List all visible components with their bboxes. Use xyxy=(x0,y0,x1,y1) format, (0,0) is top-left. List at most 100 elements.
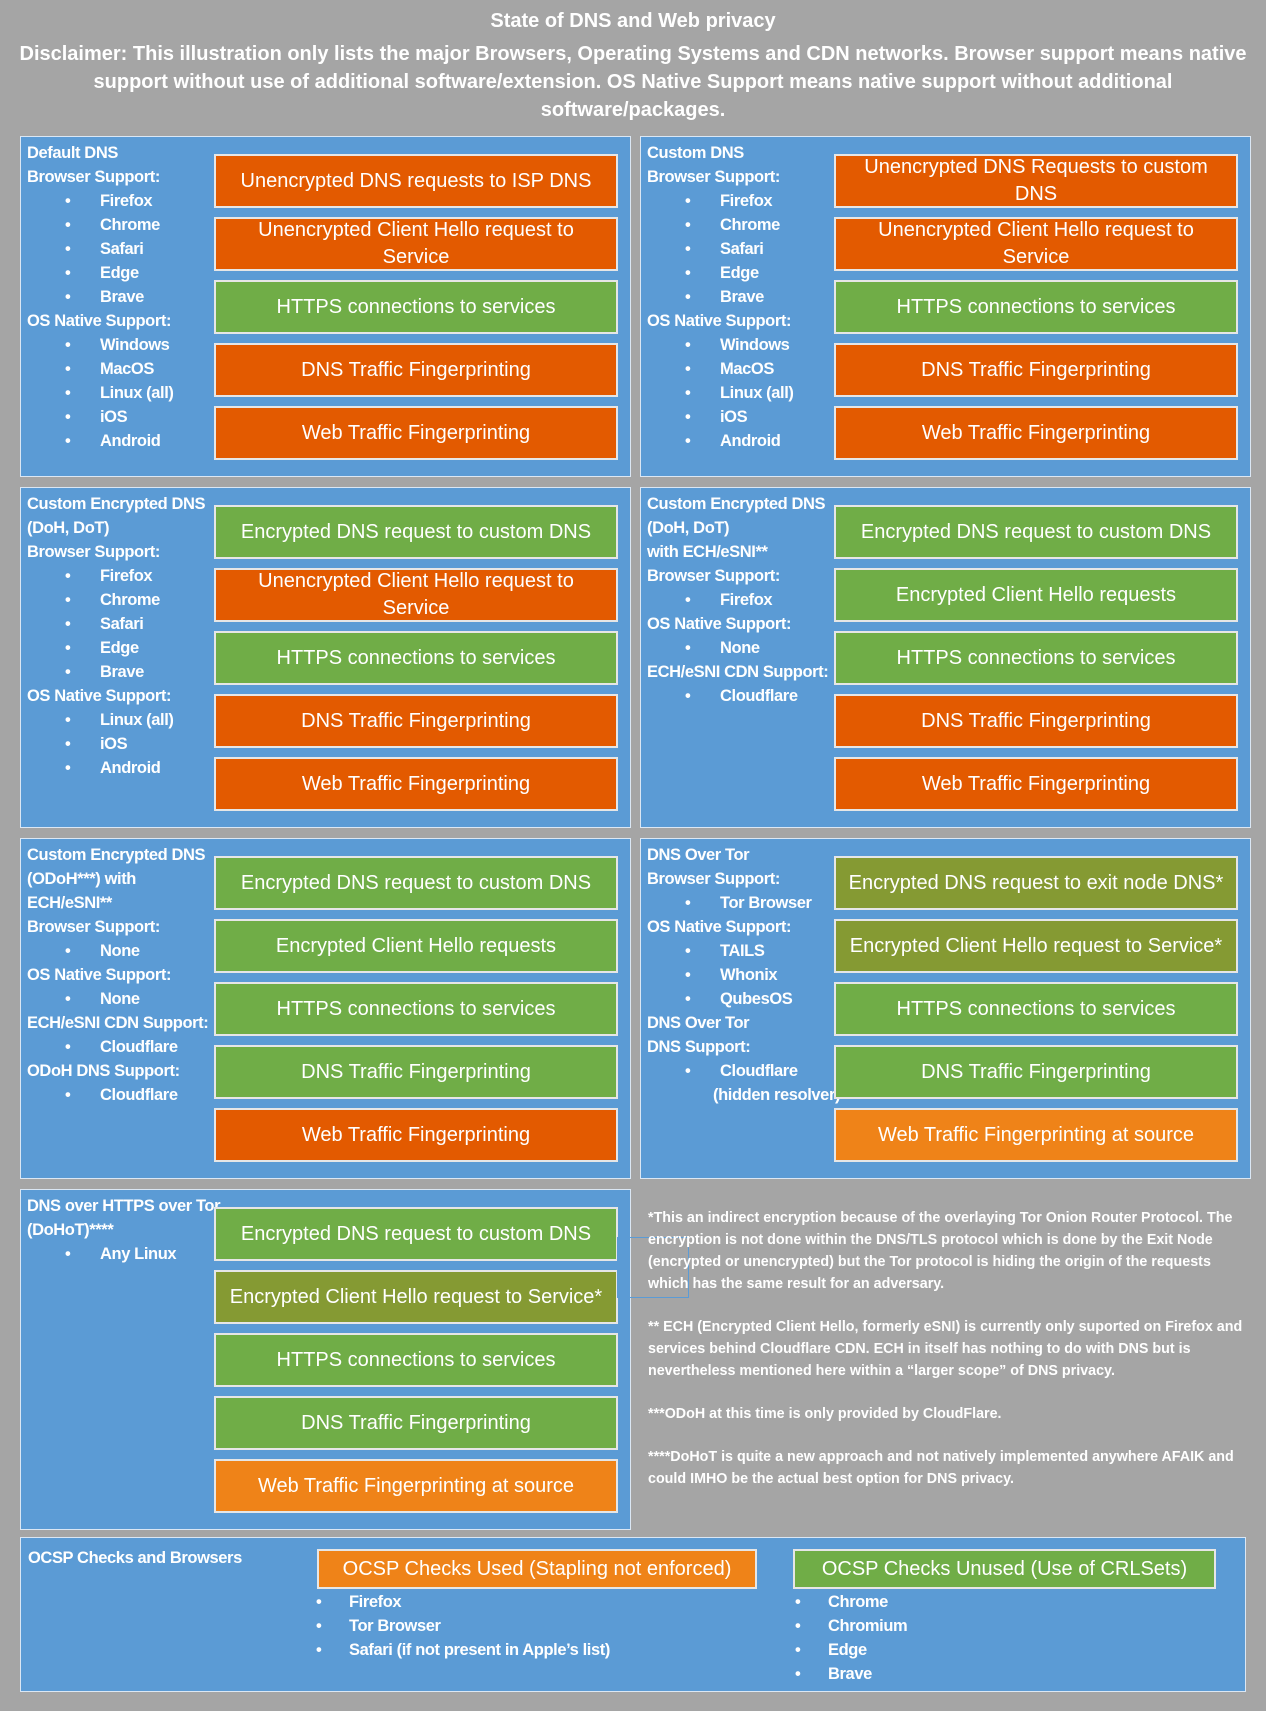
support-heading: (DoHoT)**** xyxy=(27,1221,114,1239)
support-item: TAILS xyxy=(647,939,837,963)
support-item: None xyxy=(27,987,217,1011)
scenario-panel: Custom Encrypted DNS (DoH, DoT) Browser Su… xyxy=(20,487,631,828)
support-item: Linux (all) xyxy=(27,381,217,405)
support-item: iOS xyxy=(27,405,217,429)
connector-line xyxy=(617,1237,689,1298)
footnote: *This an indirect encryption because of … xyxy=(648,1210,1233,1292)
support-item: Android xyxy=(27,756,217,780)
browser-item: Firefox xyxy=(313,1590,610,1614)
support-list: Custom Encrypted DNS (DoH, DoT) with ECH/e… xyxy=(647,492,837,708)
support-item: Edge xyxy=(27,636,217,660)
support-heading: Custom Encrypted DNS xyxy=(647,495,826,513)
disclaimer: Disclaimer: This illustration only lists… xyxy=(19,43,1247,121)
status-box-good: HTTPS connections to services xyxy=(214,982,618,1036)
support-heading: Browser Support: xyxy=(647,168,780,186)
support-heading: DNS Over Tor xyxy=(647,1014,750,1032)
status-box-good: Encrypted DNS request to custom DNS xyxy=(834,505,1238,559)
support-item: Chrome xyxy=(27,588,217,612)
status-box-good: HTTPS connections to services xyxy=(834,631,1238,685)
support-item: Chrome xyxy=(647,213,837,237)
browser-item: Edge xyxy=(792,1638,907,1662)
support-heading: ECH/eSNI** xyxy=(27,894,112,912)
support-item: Android xyxy=(27,429,217,453)
support-item: Firefox xyxy=(647,189,837,213)
support-heading: (DoH, DoT) xyxy=(27,519,110,537)
support-heading: Browser Support: xyxy=(27,918,160,936)
support-heading: ODoH DNS Support: xyxy=(27,1062,180,1080)
status-box-bad: DNS Traffic Fingerprinting xyxy=(214,694,618,748)
support-item: Safari xyxy=(647,237,837,261)
support-heading: Custom DNS xyxy=(647,144,744,162)
scenario-panel: Custom Encrypted DNS (ODoH***) with ECH/eS… xyxy=(20,838,631,1179)
status-box-bad: DNS Traffic Fingerprinting xyxy=(834,343,1238,397)
support-heading: Browser Support: xyxy=(27,543,160,561)
status-box-bad: Unencrypted DNS Requests to custom DNS xyxy=(834,154,1238,208)
ocsp-panel: OCSP Checks and Browsers OCSP Checks Use… xyxy=(20,1537,1246,1692)
support-heading: Browser Support: xyxy=(647,870,780,888)
browser-item: Brave xyxy=(792,1662,907,1686)
status-box-good: Encrypted Client Hello requests xyxy=(214,919,618,973)
support-item: Brave xyxy=(27,660,217,684)
status-box-bad: Web Traffic Fingerprinting xyxy=(214,1108,618,1162)
ocsp-unused-box: OCSP Checks Unused (Use of CRLSets) xyxy=(793,1549,1216,1589)
support-heading: Browser Support: xyxy=(27,168,160,186)
support-list: DNS Over Tor Browser Support: Tor Browser O… xyxy=(647,843,841,1107)
support-item: Whonix xyxy=(647,963,837,987)
support-heading: OS Native Support: xyxy=(27,966,172,984)
support-list: Default DNS Browser Support: FirefoxChrome… xyxy=(27,141,217,453)
status-box-good: HTTPS connections to services xyxy=(214,1333,618,1387)
status-box-good: HTTPS connections to services xyxy=(214,631,618,685)
support-item: Cloudflare xyxy=(27,1035,217,1059)
support-heading: OS Native Support: xyxy=(647,615,792,633)
support-item: Cloudflare xyxy=(647,684,837,708)
support-item: Linux (all) xyxy=(647,381,837,405)
support-heading: DNS over HTTPS over Tor xyxy=(27,1197,221,1215)
scenario-panel: DNS Over Tor Browser Support: Tor Browser O… xyxy=(640,838,1251,1179)
support-item: Safari xyxy=(27,612,217,636)
support-item: None xyxy=(647,636,837,660)
support-heading: OS Native Support: xyxy=(27,312,172,330)
status-box-good: Encrypted DNS request to custom DNS xyxy=(214,856,618,910)
status-box-good: Encrypted DNS request to custom DNS xyxy=(214,1207,618,1261)
support-heading: OS Native Support: xyxy=(647,918,792,936)
status-box-good: DNS Traffic Fingerprinting xyxy=(834,1045,1238,1099)
support-note: (hidden resolver) xyxy=(713,1086,841,1104)
support-item: Brave xyxy=(27,285,217,309)
status-box-indirect: Encrypted DNS request to exit node DNS* xyxy=(834,856,1238,910)
support-item: iOS xyxy=(27,732,217,756)
support-item: None xyxy=(27,939,217,963)
support-heading: DNS Over Tor xyxy=(647,846,750,864)
support-heading: (ODoH***) with xyxy=(27,870,136,888)
ocsp-used-browser-list: FirefoxTor BrowserSafari (if not present… xyxy=(313,1590,610,1662)
support-item: Linux (all) xyxy=(27,708,217,732)
footnote: ***ODoH at this time is only provided by… xyxy=(648,1406,1002,1422)
support-item: Firefox xyxy=(27,189,217,213)
support-item: Any Linux xyxy=(27,1242,217,1266)
support-item: Chrome xyxy=(27,213,217,237)
support-item: Edge xyxy=(27,261,217,285)
status-box-bad: Web Traffic Fingerprinting xyxy=(214,406,618,460)
support-heading: Custom Encrypted DNS xyxy=(27,846,206,864)
footnotes: *This an indirect encryption because of … xyxy=(648,1207,1248,1511)
scenario-panel: DNS over HTTPS over Tor (DoHoT)**** Any Li… xyxy=(20,1189,631,1530)
browser-item: Safari (if not present in Apple’s list) xyxy=(313,1638,610,1662)
support-item: Windows xyxy=(647,333,837,357)
browser-item: Chrome xyxy=(792,1590,907,1614)
support-item: MacOS xyxy=(647,357,837,381)
scenario-panel: Custom DNS Browser Support: FirefoxChromeS… xyxy=(640,136,1251,477)
support-item: Windows xyxy=(27,333,217,357)
support-list: DNS over HTTPS over Tor (DoHoT)**** Any Li… xyxy=(27,1194,221,1266)
status-box-good: HTTPS connections to services xyxy=(834,280,1238,334)
support-heading: (DoH, DoT) xyxy=(647,519,730,537)
support-item: Tor Browser xyxy=(647,891,837,915)
status-box-bad: Unencrypted Client Hello request to Serv… xyxy=(214,568,618,622)
support-item: Edge xyxy=(647,261,837,285)
status-box-good: HTTPS connections to services xyxy=(834,982,1238,1036)
support-list: Custom DNS Browser Support: FirefoxChromeS… xyxy=(647,141,837,453)
ocsp-title: OCSP Checks and Browsers xyxy=(28,1549,242,1567)
status-box-good: DNS Traffic Fingerprinting xyxy=(214,1396,618,1450)
support-item: Safari xyxy=(27,237,217,261)
status-box-bad: Unencrypted Client Hello request to Serv… xyxy=(214,217,618,271)
browser-item: Chromium xyxy=(792,1614,908,1638)
support-heading: OS Native Support: xyxy=(27,687,172,705)
